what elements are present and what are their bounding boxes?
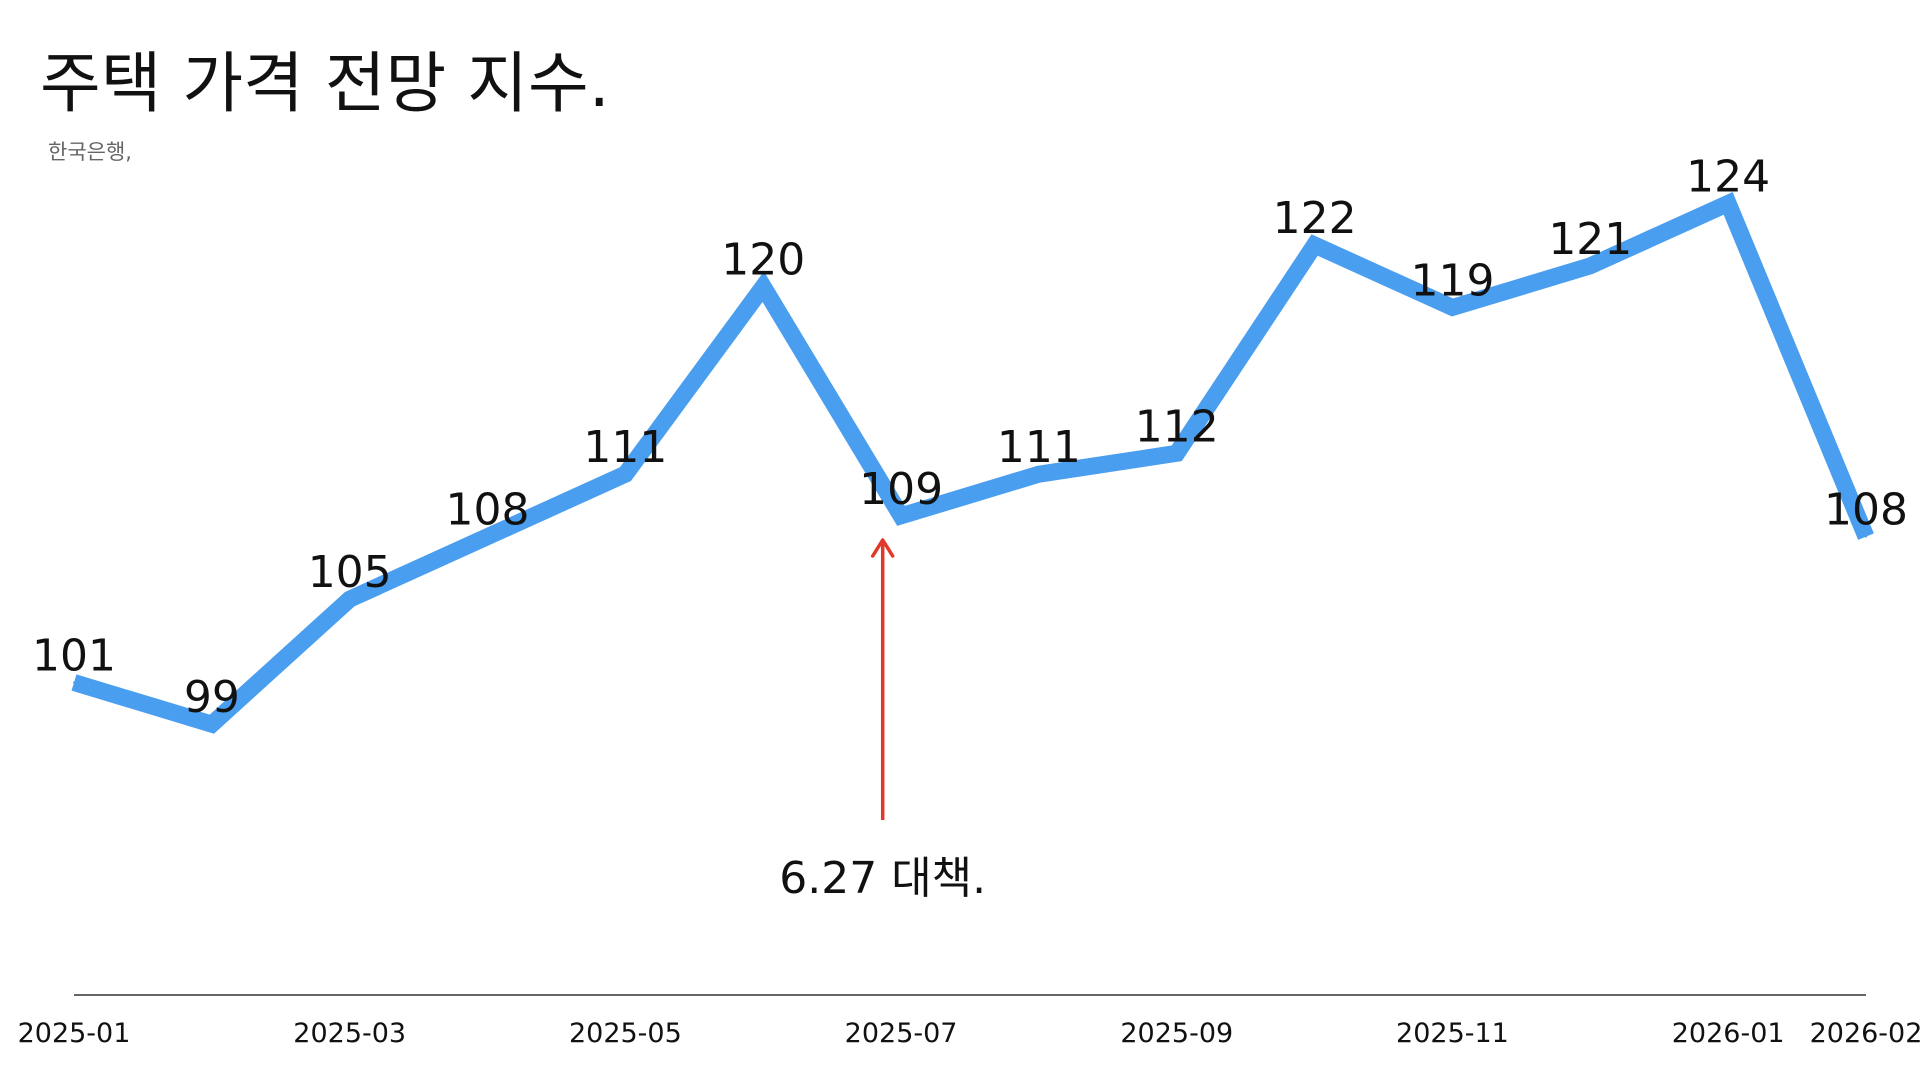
- data-point: [1589, 264, 1592, 267]
- x-tick-label: 2026-01: [1672, 1018, 1785, 1049]
- data-label: 99: [184, 672, 240, 723]
- series-line-layer: [71, 191, 1874, 734]
- data-point: [762, 285, 765, 288]
- data-label: 108: [1824, 485, 1908, 536]
- data-label: 111: [997, 422, 1081, 473]
- x-tick-label: 2025-01: [18, 1018, 131, 1049]
- x-tick-label: 2025-11: [1396, 1018, 1509, 1049]
- series-line: [71, 191, 1874, 734]
- data-label: 120: [721, 235, 805, 286]
- annotation-arrow-head: [870, 538, 895, 558]
- data-point: [1451, 306, 1454, 309]
- x-tick-label: 2025-03: [293, 1018, 406, 1049]
- data-label: 122: [1273, 193, 1357, 244]
- data-label: 111: [583, 422, 667, 473]
- data-label: 109: [859, 464, 943, 515]
- chart-subtitle: 한국은행,: [48, 140, 132, 164]
- x-axis: 2025-01 2025-03 2025-05 2025-07 2025-09 2025-…: [18, 994, 1920, 1049]
- data-point: [900, 514, 903, 517]
- data-point: [210, 723, 213, 726]
- data-label: 121: [1548, 214, 1632, 265]
- data-point: [1313, 244, 1316, 246]
- data-label-layer: 101 99 105 108 111 120 109 111 112 122 119 121 124 10…: [32, 151, 1908, 723]
- data-label: 101: [32, 631, 116, 682]
- data-point: [486, 535, 489, 538]
- x-tick-label: 2025-07: [845, 1018, 958, 1049]
- data-label: 105: [308, 547, 392, 598]
- data-label: 112: [1135, 401, 1219, 452]
- chart-title: 주택 가격 전망 지수.: [40, 45, 610, 122]
- data-label: 124: [1686, 151, 1770, 202]
- x-tick-label: 2025-09: [1120, 1018, 1233, 1049]
- data-point: [348, 598, 351, 601]
- data-point: [1037, 473, 1040, 476]
- x-tick-label: 2026-02: [1810, 1018, 1920, 1049]
- data-point: [1727, 202, 1730, 205]
- data-point: [73, 681, 75, 684]
- data-point: [624, 473, 627, 476]
- data-label: 108: [446, 485, 530, 536]
- x-tick-label: 2025-05: [569, 1018, 682, 1049]
- data-point: [1175, 452, 1178, 455]
- data-point: [1865, 535, 1867, 538]
- annotation: 6.27 대책.: [779, 538, 986, 904]
- annotation-label: 6.27 대책.: [779, 853, 986, 904]
- data-label: 119: [1410, 256, 1494, 307]
